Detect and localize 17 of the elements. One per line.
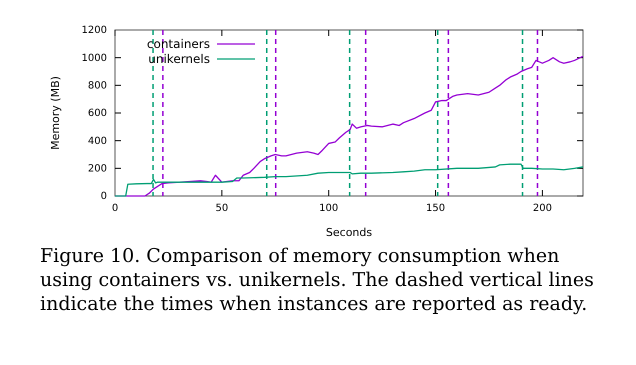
x-axis-title: Seconds bbox=[326, 226, 372, 239]
legend-label: containers bbox=[146, 37, 210, 52]
x-tick-label: 150 bbox=[426, 203, 446, 214]
legend-label: unikernels bbox=[148, 52, 210, 66]
y-tick-label: 1200 bbox=[82, 25, 107, 36]
y-tick-label: 400 bbox=[88, 136, 107, 147]
y-tick-label: 1000 bbox=[82, 52, 107, 64]
x-tick-label: 200 bbox=[532, 203, 552, 214]
y-tick-label: 600 bbox=[88, 108, 107, 120]
y-axis-title: Memory (MB) bbox=[49, 76, 62, 150]
y-tick-label: 0 bbox=[100, 191, 107, 202]
x-tick-label: 0 bbox=[112, 203, 118, 214]
x-tick-label: 50 bbox=[215, 203, 228, 214]
y-tick-label: 800 bbox=[88, 80, 107, 92]
caption: Figure 10. Comparison of memory consumption when using containers vs. unikernels. The dashed vertical lines indicate the times when instances are reported as ready. bbox=[40, 245, 594, 315]
x-tick-label: 100 bbox=[319, 203, 338, 214]
y-tick-label: 200 bbox=[88, 164, 107, 175]
